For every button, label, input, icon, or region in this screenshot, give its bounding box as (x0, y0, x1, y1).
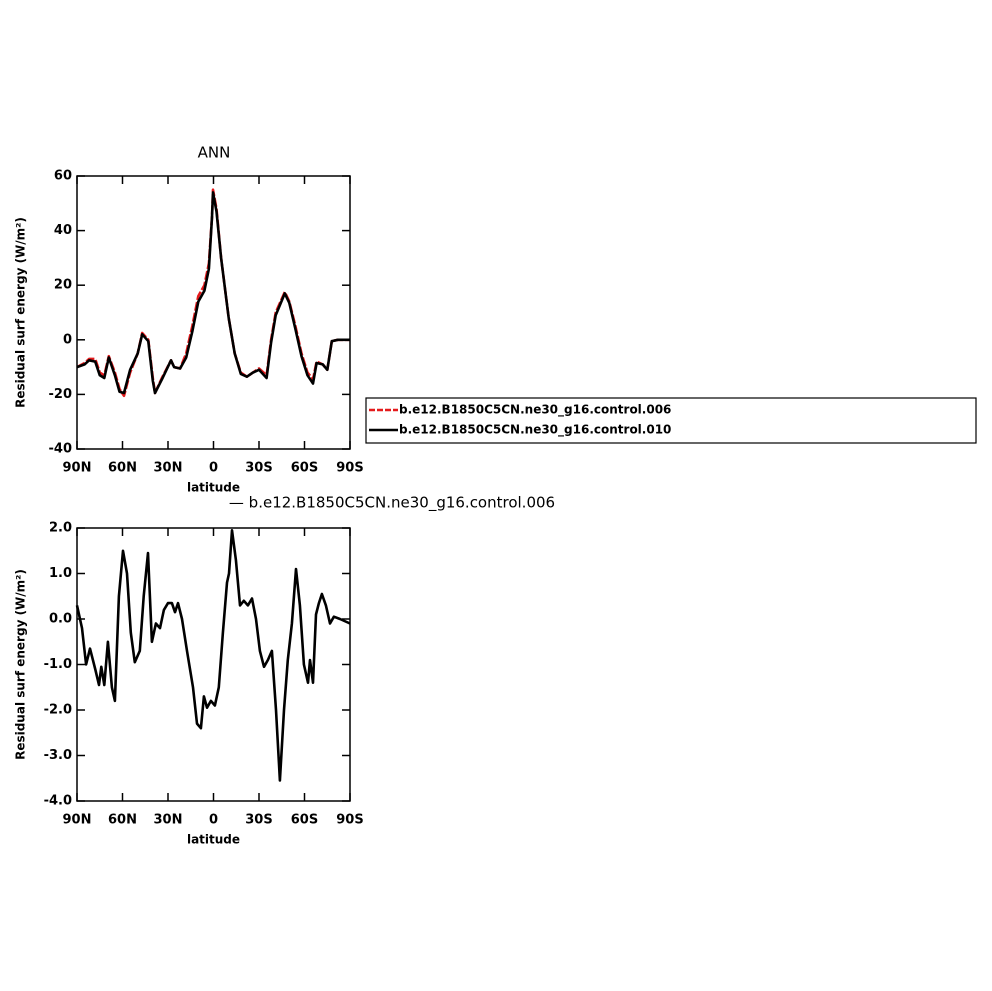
series-line (76, 191, 350, 395)
x-tick-label: 30S (245, 813, 272, 828)
x-tick-label: 60S (291, 813, 318, 828)
legend-label: b.e12.B1850C5CN.ne30_g16.control.010 (399, 423, 671, 438)
x-tick-label: 90S (336, 461, 363, 476)
y-tick-label: -2.0 (44, 703, 72, 718)
y-tick-label: 0 (63, 332, 72, 347)
y-tick-label: -20 (49, 387, 73, 402)
plot-frame (76, 175, 351, 450)
y-tick-label: 1.0 (49, 566, 72, 581)
y-tick-label: -3.0 (44, 748, 72, 763)
y-tick-label: -40 (49, 442, 73, 457)
y-tick-label: -4.0 (44, 794, 72, 809)
x-tick-label: 60S (291, 461, 318, 476)
x-tick-label: 90S (336, 813, 363, 828)
legend-label: b.e12.B1850C5CN.ne30_g16.control.006 (399, 403, 671, 418)
x-axis-label: latitude (187, 481, 240, 495)
x-tick-label: 30N (154, 461, 183, 476)
x-tick-label: 30S (245, 461, 272, 476)
y-axis-label: Residual surf energy (W/m²) (14, 217, 28, 408)
chart-title: ANN (198, 144, 231, 162)
x-tick-label: 30N (154, 813, 183, 828)
x-tick-label: 90N (63, 813, 92, 828)
x-tick-label: 0 (209, 813, 218, 828)
y-tick-label: 2.0 (49, 521, 72, 536)
x-axis-label: latitude (187, 833, 240, 847)
legend-box (365, 397, 977, 444)
y-tick-label: 0.0 (49, 612, 72, 627)
y-tick-label: 60 (54, 169, 72, 184)
x-tick-label: 90N (63, 461, 92, 476)
y-tick-label: 20 (54, 278, 72, 293)
x-tick-label: 0 (209, 461, 218, 476)
series-line (75, 529, 351, 782)
y-tick-label: 40 (54, 223, 72, 238)
x-tick-label: 60N (108, 813, 137, 828)
y-tick-label: -1.0 (44, 657, 72, 672)
plot-frame (76, 527, 351, 802)
y-axis-label: Residual surf energy (W/m²) (14, 569, 28, 760)
x-tick-label: 60N (108, 461, 137, 476)
chart-title: — b.e12.B1850C5CN.ne30_g16.control.006 (229, 494, 555, 513)
